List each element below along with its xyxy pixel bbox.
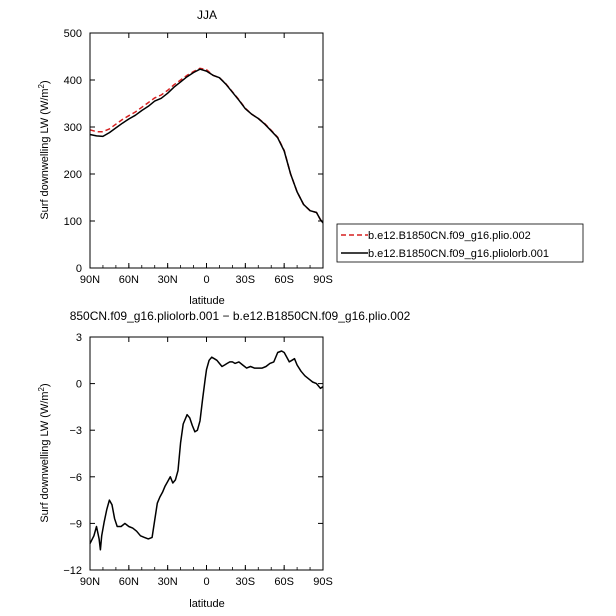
- bot-series-line-0: [89, 350, 324, 551]
- bot-y-tick-label: −6: [69, 472, 82, 484]
- top-y-tick-label: 300: [64, 122, 82, 134]
- bottom-y-axis-label-main: Surf downwelling LW (W/m: [39, 391, 51, 522]
- top-y-tick-label: 400: [64, 75, 82, 87]
- top-x-tick-label: 0: [203, 274, 209, 286]
- top-plot-title: JJA: [197, 8, 217, 22]
- top-series-line-0: [89, 67, 324, 224]
- bot-y-tick-label: −12: [63, 565, 82, 577]
- top-x-tick-label: 60S: [274, 274, 294, 286]
- bot-x-tick-label: 30N: [158, 576, 178, 588]
- top-y-axis-label-close: ): [39, 80, 51, 84]
- bot-x-tick-label: 30S: [236, 576, 256, 588]
- bottom-plot: 850CN.f09_g16.pliolorb.001 − b.e12.B1850…: [37, 309, 411, 610]
- top-x-tick-label: 30N: [158, 274, 178, 286]
- bot-y-tick-label: 3: [76, 332, 82, 344]
- top-y-axis-label: Surf downwelling LW (W/m2): [37, 80, 51, 219]
- top-x-tick-label: 30S: [236, 274, 256, 286]
- bottom-plot-frame: [89, 336, 324, 571]
- bottom-x-axis-label: latitude: [189, 598, 224, 610]
- legend: b.e12.B1850CN.f09_g16.plio.002 b.e12.B18…: [336, 223, 584, 263]
- legend-frame: [336, 223, 584, 263]
- top-plot: JJA 90N 60N 30N 0 30S 60S 90S 0 100 200 300 400 500…: [37, 8, 333, 307]
- top-x-axis-label: latitude: [189, 295, 224, 307]
- bottom-plot-title: 850CN.f09_g16.pliolorb.001 − b.e12.B1850…: [70, 309, 411, 323]
- top-y-tick-label: 500: [64, 28, 82, 40]
- bot-x-tick-label: 90S: [313, 576, 333, 588]
- bot-y-tick-label: −3: [69, 425, 82, 437]
- bot-x-tick-label: 60N: [119, 576, 139, 588]
- bot-x-tick-label: 90N: [80, 576, 100, 588]
- top-x-tick-label: 60N: [119, 274, 139, 286]
- top-x-tick-label: 90N: [80, 274, 100, 286]
- top-y-tick-label: 200: [64, 169, 82, 181]
- legend-label-pliolorb: b.e12.B1850CN.f09_g16.pliolorb.001: [368, 248, 549, 260]
- top-y-tick-label: 0: [76, 263, 82, 275]
- top-y-axis-label-main: Surf downwelling LW (W/m: [39, 88, 51, 219]
- top-y-tick-label: 100: [64, 216, 82, 228]
- top-x-tick-label: 90S: [313, 274, 333, 286]
- top-plot-frame: [89, 32, 324, 269]
- bottom-y-axis-label: Surf downwelling LW (W/m2): [37, 383, 51, 522]
- bottom-y-axis-label-sup: 2: [37, 386, 46, 391]
- top-series-line-1: [89, 68, 324, 224]
- bot-x-tick-label: 0: [203, 576, 209, 588]
- bot-y-tick-label: −9: [69, 518, 82, 530]
- top-y-axis-label-sup: 2: [37, 83, 46, 88]
- legend-label-plio: b.e12.B1850CN.f09_g16.plio.002: [368, 230, 531, 242]
- bottom-y-axis-label-close: ): [39, 383, 51, 387]
- bot-y-tick-label: 0: [76, 379, 82, 391]
- bot-x-tick-label: 60S: [274, 576, 294, 588]
